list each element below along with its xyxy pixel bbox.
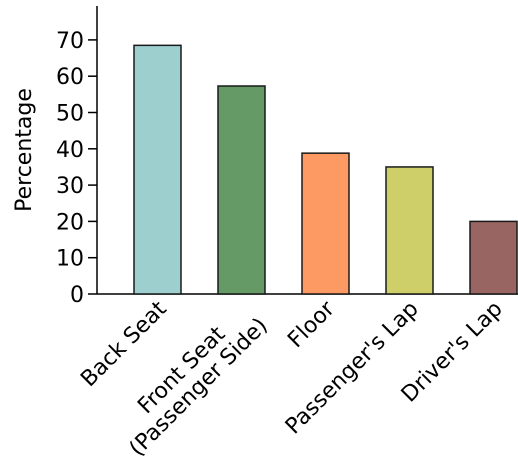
bar — [385, 166, 434, 295]
y-tick-label: 30 — [56, 174, 84, 199]
y-axis: 0 10 20 30 40 50 60 70 — [56, 6, 518, 308]
y-tick-label: 60 — [56, 65, 84, 90]
bar — [469, 220, 518, 295]
y-tick-label: 0 — [70, 283, 84, 308]
y-tick-label: 40 — [56, 138, 84, 163]
bars — [133, 44, 518, 295]
bar — [133, 44, 182, 295]
bar — [301, 152, 350, 295]
x-category-label: Floor — [283, 296, 340, 353]
y-tick-label: 10 — [56, 247, 84, 272]
y-tick-label: 20 — [56, 210, 84, 235]
y-tick-label: 50 — [56, 102, 84, 127]
bar — [217, 85, 266, 295]
y-axis-title: Percentage — [12, 88, 37, 212]
y-tick-label: 70 — [56, 29, 84, 54]
